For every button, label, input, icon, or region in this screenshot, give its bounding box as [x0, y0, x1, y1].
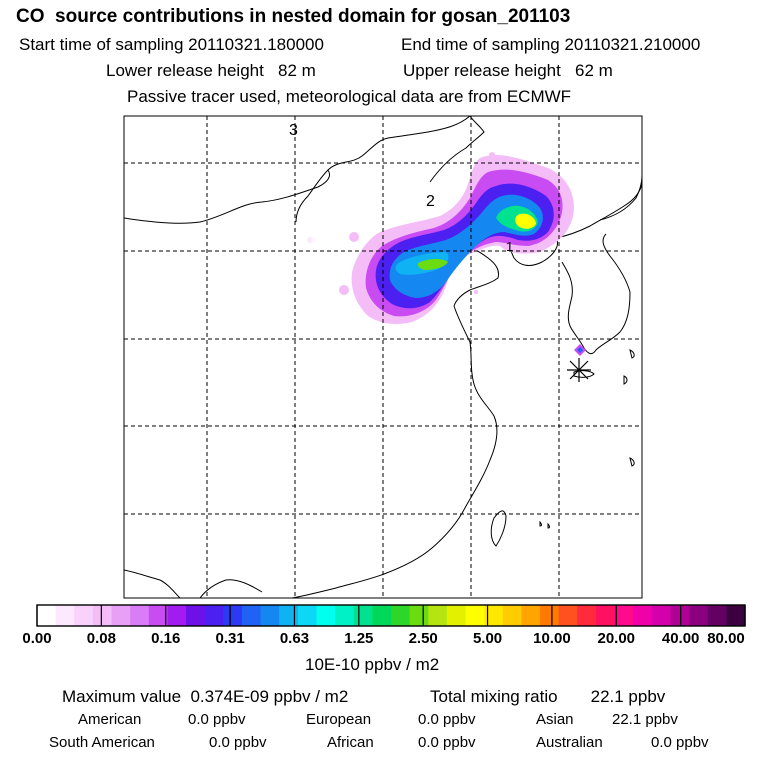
colorbar-swatch	[297, 605, 318, 626]
coast-korea-top	[599, 175, 642, 221]
colorbar-ticks	[36, 605, 746, 626]
colorbar-swatch	[391, 605, 411, 626]
colorbar-swatch	[651, 605, 672, 626]
colorbar-swatch	[55, 605, 75, 626]
region-value-australian: 0.0 ppbv	[651, 734, 709, 751]
colorbar-swatch	[502, 605, 523, 626]
colorbar-swatch	[279, 605, 299, 626]
colorbar-swatch	[558, 605, 578, 626]
start-time-label: Start time of sampling 20110321.180000	[19, 35, 324, 54]
marker-label-1: 1	[506, 239, 513, 254]
colorbar-swatch	[353, 605, 373, 626]
colorbar-swatch	[689, 605, 709, 626]
map-grid	[124, 116, 642, 598]
colorbar-swatch	[316, 605, 336, 626]
upper-release-height-label: Upper release height 62 m	[403, 61, 613, 80]
colorbar-swatch	[521, 605, 541, 626]
colorbar-swatch	[372, 605, 392, 626]
plume-spot	[474, 290, 478, 294]
region-value-south-american: 0.0 ppbv	[209, 734, 267, 751]
colorbar-swatch	[130, 605, 150, 626]
coast-korea-east	[602, 233, 631, 293]
tracer-note: Passive tracer used, meteorological data…	[127, 87, 572, 106]
region-value-european: 0.0 ppbv	[418, 711, 476, 728]
colorbar-swatch	[484, 605, 504, 626]
colorbar-swatch	[633, 605, 653, 626]
small-islands	[539, 349, 635, 529]
maximum-value-label: Maximum value 0.374E-09 ppbv / m2	[62, 687, 349, 706]
plume-spot	[339, 285, 349, 295]
plume-spot	[489, 152, 495, 158]
end-time-label: End time of sampling 20110321.210000	[401, 35, 701, 54]
region-name-south-american: South American	[49, 734, 155, 751]
border-southwest	[124, 569, 181, 598]
colorbar-swatch	[260, 605, 280, 626]
receptor-star-icon	[567, 358, 591, 382]
colorbar-tick-label: 0.16	[151, 630, 180, 647]
chart-title: CO source contributions in nested domain…	[16, 6, 571, 27]
colorbar-swatches	[37, 605, 746, 626]
region-name-asian: Asian	[536, 711, 574, 728]
region-name-european: European	[306, 711, 372, 728]
marker-label-3: 3	[289, 122, 298, 139]
colorbar-swatch	[335, 605, 355, 626]
colorbar-tick-label: 2.50	[409, 630, 438, 647]
colorbar-tick-label: 0.63	[280, 630, 309, 647]
region-value-asian: 22.1 ppbv	[612, 711, 678, 728]
region-value-american: 0.0 ppbv	[188, 711, 246, 728]
colorbar-labels: 0.00 0.08 0.16 0.31 0.63 1.25 2.50 5.00 10.00 20.…	[22, 630, 744, 647]
plume-contour-6	[515, 213, 536, 229]
colorbar-swatch	[726, 605, 746, 626]
colorbar-swatch	[241, 605, 262, 626]
border-korea-north	[555, 183, 642, 239]
colorbar-swatch	[223, 605, 243, 626]
colorbar-unit-label: 10E-10 ppbv / m2	[305, 655, 440, 674]
region-name-australian: Australian	[536, 734, 603, 751]
plume-contour-8	[417, 259, 448, 270]
region-name-american: American	[78, 711, 142, 728]
plume-spot	[349, 232, 359, 242]
colorbar-swatch	[595, 605, 616, 626]
colorbar-swatch	[186, 605, 206, 626]
lower-release-height-label: Lower release height 82 m	[106, 61, 316, 80]
region-name-african: African	[327, 734, 374, 751]
region-value-african: 0.0 ppbv	[418, 734, 476, 751]
colorbar-tick-label: 0.00	[22, 630, 51, 647]
border-south	[199, 579, 263, 598]
colorbar-swatch	[74, 605, 94, 626]
colorbar-tick-label: 20.00	[597, 630, 635, 647]
marker-label-2: 2	[426, 193, 435, 210]
colorbar-swatch	[148, 605, 169, 626]
colorbar-swatch	[428, 605, 448, 626]
colorbar-swatch	[446, 605, 467, 626]
colorbar-swatch	[167, 605, 187, 626]
colorbar-tick-label: 40.00	[662, 630, 700, 647]
colorbar-swatch	[409, 605, 429, 626]
colorbar-tick-label: 1.25	[344, 630, 373, 647]
plume-near-receptor-core	[577, 347, 583, 353]
taiwan-island	[490, 510, 507, 547]
colorbar-swatch	[204, 605, 224, 626]
concentration-field	[307, 152, 586, 356]
total-mixing-ratio-label: Total mixing ratio 22.1 ppbv	[430, 687, 666, 706]
colorbar-tick-label: 10.00	[533, 630, 571, 647]
colorbar-tick-label: 80.00	[707, 630, 745, 647]
colorbar-tick-label: 5.00	[473, 630, 502, 647]
colorbar-swatch	[577, 605, 597, 626]
colorbar-swatch	[111, 605, 131, 626]
colorbar-swatch	[614, 605, 634, 626]
plume-spot	[307, 237, 313, 243]
colorbar-swatch	[707, 605, 727, 626]
colorbar-swatch	[540, 605, 560, 626]
border-line	[295, 169, 329, 223]
colorbar-tick-label: 0.08	[87, 630, 116, 647]
colorbar-swatch	[37, 605, 57, 626]
colorbar-swatch	[465, 605, 485, 626]
colorbar-tick-label: 0.31	[215, 630, 244, 647]
colorbar-swatch	[92, 605, 113, 626]
